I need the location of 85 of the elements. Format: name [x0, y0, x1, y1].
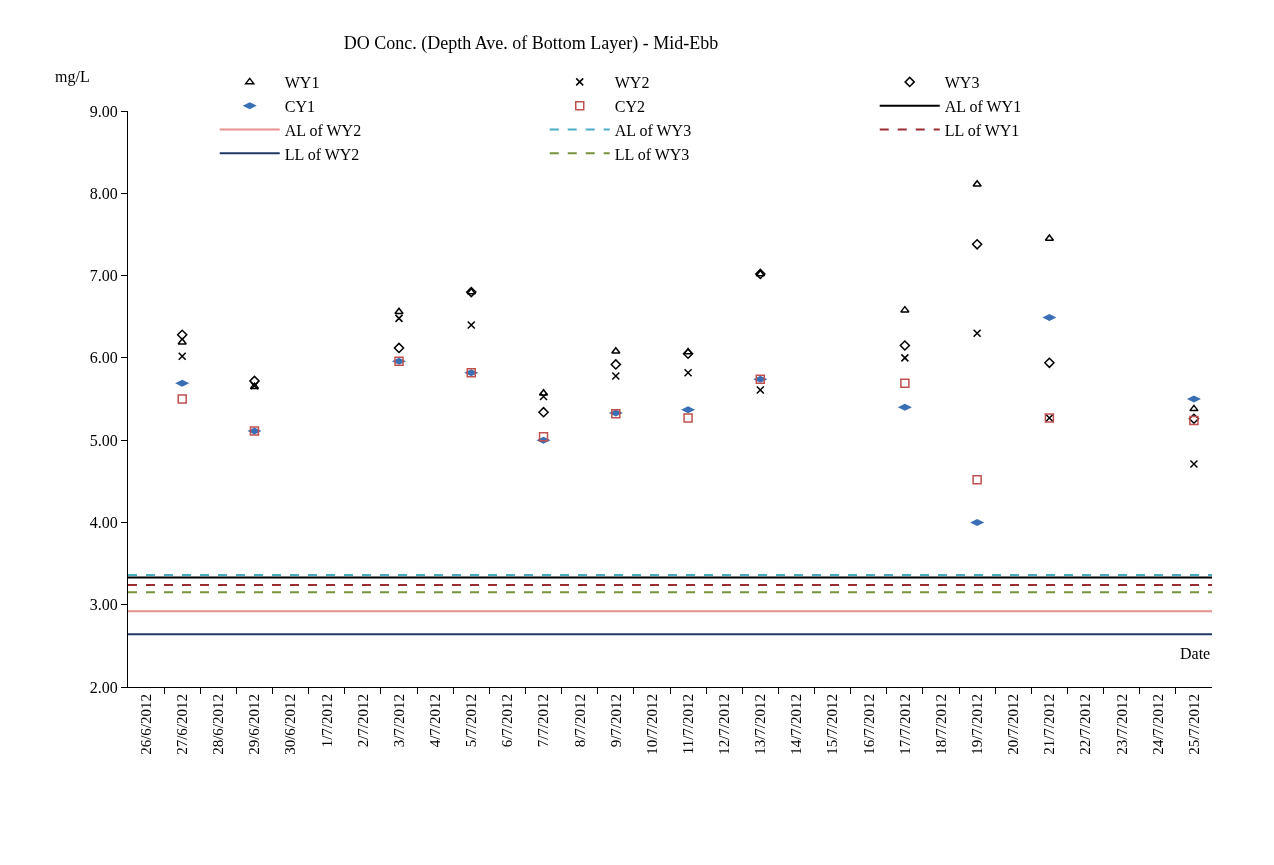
x-tick-label: 9/7/2012 — [607, 694, 624, 748]
x-tick-label: 19/7/2012 — [969, 694, 986, 755]
y-axis-title: mg/L — [55, 68, 90, 86]
x-tick-label: 1/7/2012 — [318, 694, 335, 748]
x-tick-label: 13/7/2012 — [752, 694, 769, 755]
point — [538, 432, 549, 442]
x-tick-label: 25/7/2012 — [1185, 694, 1202, 755]
legend-label: WY3 — [944, 74, 980, 92]
x-tick-label: 27/6/2012 — [174, 694, 191, 755]
x-tick-label: 6/7/2012 — [499, 694, 516, 748]
point — [683, 347, 693, 355]
point — [900, 378, 910, 389]
point — [394, 307, 404, 315]
y-tick-label: 4.00 — [89, 514, 118, 532]
legend-label: WY2 — [614, 74, 650, 92]
x-tick-label: 15/7/2012 — [824, 694, 841, 755]
x-tick-label: 10/7/2012 — [643, 694, 660, 755]
point — [177, 394, 187, 404]
x-tick-label: 7/7/2012 — [535, 694, 552, 748]
y-tick-label: 7.00 — [89, 267, 118, 285]
legend-label: CY2 — [614, 97, 645, 115]
point — [1044, 234, 1055, 242]
point — [611, 371, 621, 381]
point — [177, 351, 187, 361]
x-tick-label: 29/6/2012 — [246, 694, 263, 755]
point — [539, 392, 548, 401]
point — [249, 375, 260, 387]
point — [972, 328, 982, 338]
point — [177, 337, 187, 345]
x-axis-title: Date — [1180, 645, 1211, 662]
legend-label: LL of WY1 — [944, 121, 1020, 139]
x-tick-label: 11/7/2012 — [679, 694, 696, 755]
point — [467, 320, 476, 330]
point — [683, 413, 693, 423]
y-tick-label: 2.00 — [89, 678, 118, 696]
y-tick-label: 8.00 — [89, 184, 118, 202]
x-tick-label: 28/6/2012 — [210, 694, 227, 755]
x-tick-label: 26/6/2012 — [137, 694, 154, 755]
point — [972, 179, 982, 187]
legend-label: CY1 — [284, 97, 315, 115]
point — [900, 353, 910, 363]
point — [176, 329, 188, 341]
point — [971, 239, 983, 250]
y-tick-label: 5.00 — [89, 431, 118, 449]
point — [683, 368, 693, 377]
legend-label: LL of WY2 — [284, 145, 360, 163]
point — [1189, 404, 1199, 412]
point — [538, 406, 549, 418]
point — [538, 388, 549, 396]
x-tick-label: 12/7/2012 — [716, 694, 733, 755]
point — [610, 359, 622, 370]
legend-label: AL of WY3 — [614, 121, 692, 139]
legend-label: AL of WY1 — [944, 97, 1022, 115]
point — [756, 385, 765, 395]
point — [682, 348, 694, 360]
point — [1044, 357, 1055, 369]
legend-label: WY1 — [284, 74, 320, 92]
x-tick-label: 21/7/2012 — [1041, 694, 1058, 755]
y-tick-label: 9.00 — [89, 102, 118, 120]
point — [394, 314, 404, 323]
point — [1189, 459, 1199, 469]
x-tick-label: 5/7/2012 — [463, 694, 480, 748]
point — [900, 305, 910, 313]
x-tick-label: 3/7/2012 — [390, 694, 407, 748]
legend-label: LL of WY3 — [614, 145, 690, 163]
x-tick-label: 30/6/2012 — [282, 694, 299, 755]
x-tick-label: 16/7/2012 — [860, 694, 877, 755]
x-tick-label: 20/7/2012 — [1005, 694, 1022, 755]
x-tick-label: 17/7/2012 — [896, 694, 913, 755]
point — [611, 347, 621, 354]
x-tick-label: 4/7/2012 — [427, 694, 444, 748]
x-tick-label: 23/7/2012 — [1113, 694, 1130, 755]
y-tick-label: 3.00 — [89, 596, 118, 614]
x-tick-label: 22/7/2012 — [1077, 694, 1094, 755]
y-tick-label: 6.00 — [89, 349, 118, 367]
point — [972, 474, 982, 485]
x-tick-label: 18/7/2012 — [932, 694, 949, 755]
chart-title: DO Conc. (Depth Ave. of Bottom Layer) - Mid-Ebb — [343, 33, 719, 55]
x-tick-label: 14/7/2012 — [788, 694, 805, 755]
point — [899, 340, 911, 351]
x-tick-label: 2/7/2012 — [354, 694, 371, 748]
legend-label: AL of WY2 — [284, 121, 362, 139]
x-tick-label: 24/7/2012 — [1149, 694, 1166, 755]
point — [393, 342, 405, 354]
x-tick-label: 8/7/2012 — [571, 694, 588, 748]
